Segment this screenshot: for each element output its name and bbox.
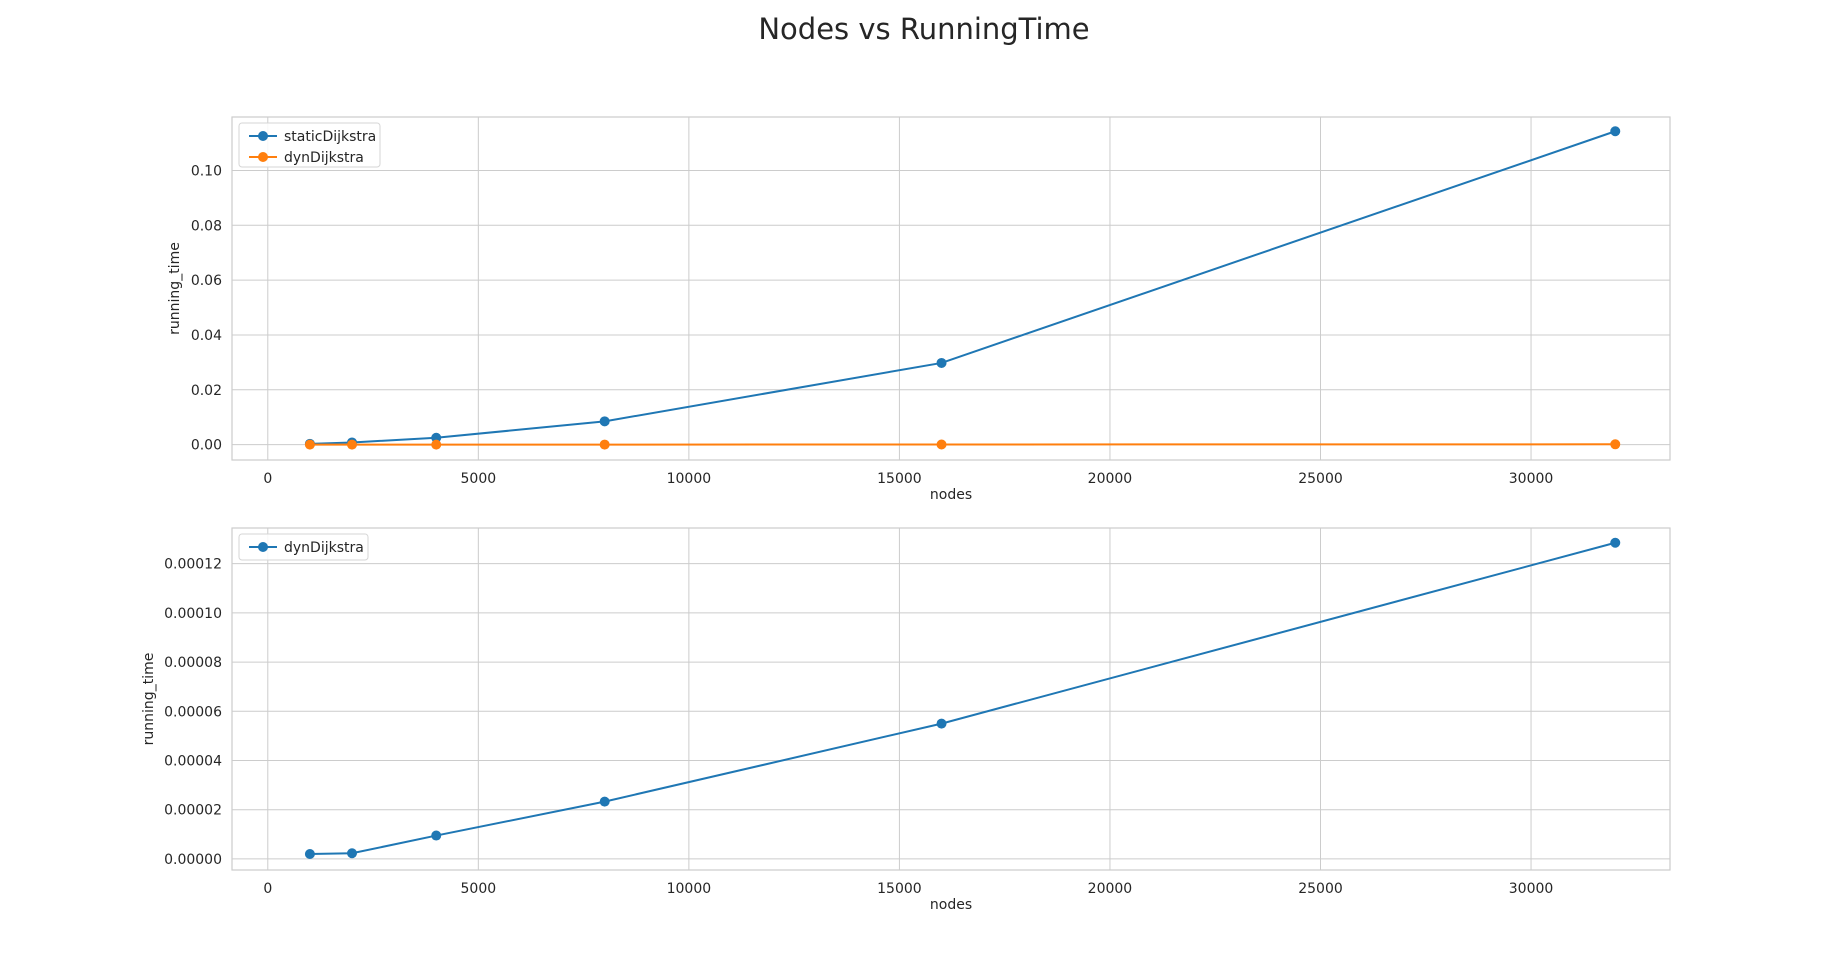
subplot-1: 0 5000 10000 15000 20000 25000 30000 0.00 0.02 0.… xyxy=(167,116,1671,503)
y-tick-label: 0.00000 xyxy=(164,852,222,868)
legend-label: dynDijkstra xyxy=(284,540,364,556)
x-tick-label: 25000 xyxy=(1298,471,1343,487)
legend: dynDijkstra xyxy=(238,533,369,561)
data-point xyxy=(599,416,610,427)
y-tick-label: 0.00 xyxy=(191,438,222,454)
legend-box xyxy=(238,533,369,561)
x-tick-label: 0 xyxy=(263,881,272,897)
x-axis-label: nodes xyxy=(930,897,972,913)
data-point xyxy=(1610,439,1621,450)
y-tick-label: 0.00010 xyxy=(164,606,222,622)
series-line-staticDijkstra xyxy=(309,130,1616,445)
x-tick-label: 15000 xyxy=(877,471,922,487)
data-point xyxy=(304,439,315,450)
x-tick-label: 15000 xyxy=(877,881,922,897)
y-axis-label: running_time xyxy=(141,653,157,746)
y-tick-label: 0.10 xyxy=(191,163,222,179)
data-point xyxy=(936,439,947,450)
data-point xyxy=(1610,126,1621,137)
legend-marker xyxy=(258,131,268,141)
y-axis-label: running_time xyxy=(167,242,183,335)
figure-title: Nodes vs RunningTime xyxy=(758,12,1090,46)
legend-label: dynDijkstra xyxy=(284,150,364,166)
y-tick-label: 0.00004 xyxy=(164,754,222,770)
y-tick-label: 0.00008 xyxy=(164,655,222,671)
data-point xyxy=(431,830,442,841)
y-tick-label: 0.00012 xyxy=(164,557,222,573)
x-tick-label: 5000 xyxy=(461,881,497,897)
plot-frame xyxy=(231,116,1671,461)
data-point xyxy=(347,439,358,450)
data-point xyxy=(1610,537,1621,548)
y-tick-label: 0.02 xyxy=(191,383,222,399)
x-tick-label: 5000 xyxy=(461,471,497,487)
legend-label: staticDijkstra xyxy=(284,129,376,145)
legend: staticDijkstra dynDijkstra xyxy=(238,122,381,168)
legend-marker xyxy=(258,542,268,552)
data-point xyxy=(936,357,947,368)
x-tick-label: 20000 xyxy=(1088,881,1133,897)
y-tick-label: 0.04 xyxy=(191,328,222,344)
data-point xyxy=(347,848,358,859)
y-tick-label: 0.00002 xyxy=(164,803,222,819)
x-tick-label: 30000 xyxy=(1509,471,1554,487)
x-tick-label: 30000 xyxy=(1509,881,1554,897)
y-tick-label: 0.06 xyxy=(191,273,222,289)
x-axis-label: nodes xyxy=(930,487,972,503)
data-point xyxy=(936,718,947,729)
x-tick-label: 10000 xyxy=(667,471,712,487)
x-tick-label: 25000 xyxy=(1298,881,1343,897)
subplot-2: 0 5000 10000 15000 20000 25000 30000 0.00000 0.0… xyxy=(141,527,1671,913)
x-tick-label: 0 xyxy=(263,471,272,487)
data-point xyxy=(304,849,315,860)
data-point xyxy=(599,796,610,807)
series-line-dynDijkstra xyxy=(309,541,1616,856)
plot-frame xyxy=(231,527,1671,871)
x-tick-label: 10000 xyxy=(667,881,712,897)
data-point xyxy=(431,439,442,450)
x-tick-label: 20000 xyxy=(1088,471,1133,487)
y-tick-label: 0.00006 xyxy=(164,704,222,720)
legend-marker xyxy=(258,152,268,162)
data-point xyxy=(599,439,610,450)
y-tick-label: 0.08 xyxy=(191,218,222,234)
